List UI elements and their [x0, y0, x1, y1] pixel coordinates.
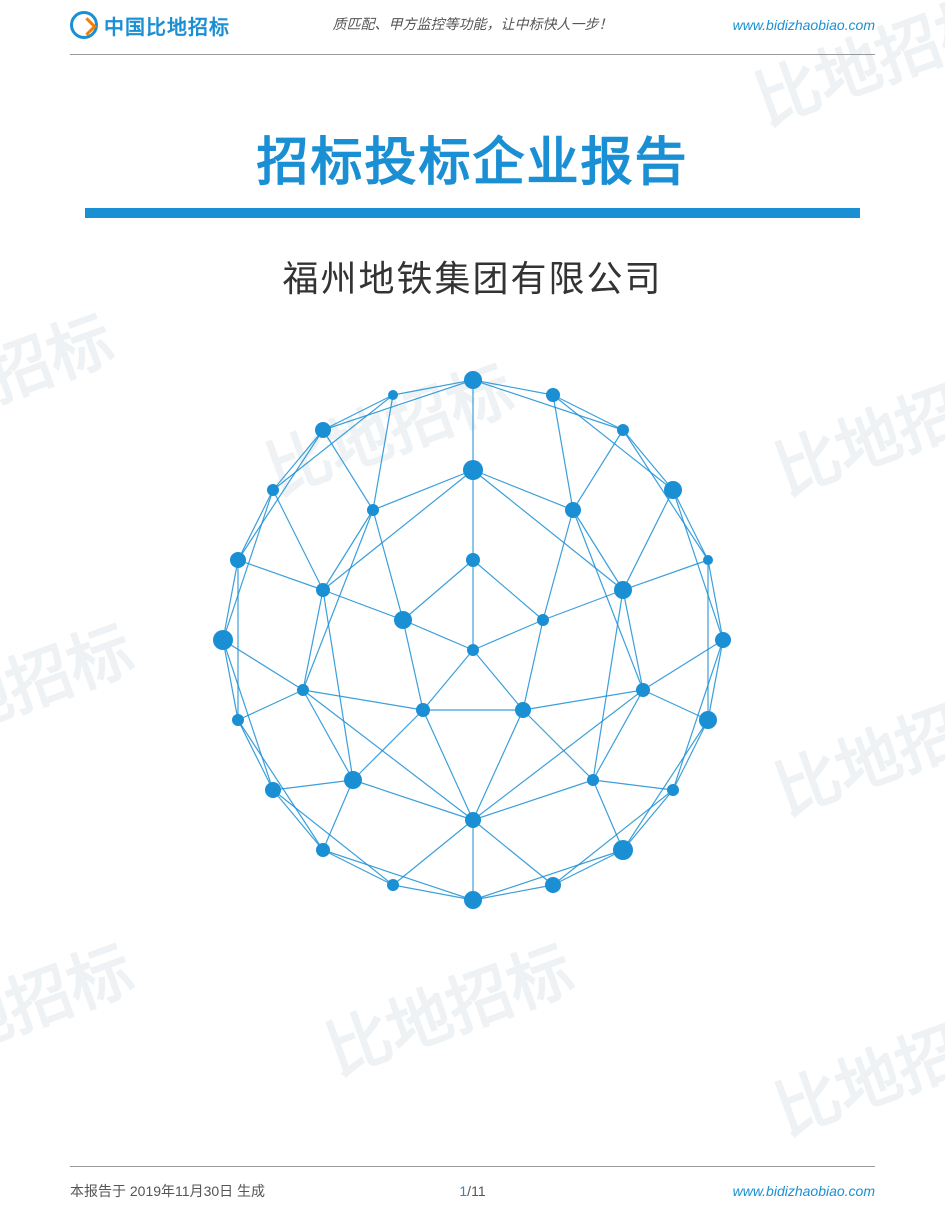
company-name: 福州地铁集团有限公司	[0, 250, 945, 302]
network-diagram	[193, 360, 753, 920]
watermark: 比地招标	[312, 919, 584, 1093]
watermark: 比地招标	[0, 919, 144, 1093]
header-tagline: 质匹配、甲方监控等功能，让中标快人一步！	[333, 15, 613, 36]
watermark: 比地招标	[761, 659, 945, 833]
gen-date: 2019年11月30日	[130, 1183, 233, 1199]
generation-date: 本报告于 2019年11月30日 生成	[70, 1181, 265, 1201]
page-footer: 本报告于 2019年11月30日 生成 1/11 www.bidizhaobia…	[70, 1181, 875, 1201]
watermark: 比地招标	[0, 289, 124, 463]
page-header: 中国比地招标 质匹配、甲方监控等功能，让中标快人一步！ www.bidizhao…	[0, 0, 945, 50]
gen-prefix: 本报告于	[70, 1183, 130, 1199]
logo-text: 中国比地招标	[104, 11, 230, 40]
gen-suffix: 生成	[233, 1183, 265, 1199]
watermark: 比地招标	[761, 339, 945, 513]
page-current: 1	[459, 1183, 467, 1199]
watermark: 比地招标	[0, 599, 144, 773]
logo-icon	[70, 11, 98, 39]
page-number: 1/11	[459, 1183, 485, 1199]
footer-divider	[70, 1166, 875, 1167]
page-total: 11	[471, 1183, 486, 1199]
title-underline	[85, 208, 860, 218]
site-logo: 中国比地招标	[70, 11, 230, 40]
footer-url: www.bidizhaobiao.com	[733, 1183, 875, 1199]
report-title: 招标投标企业报告	[0, 120, 945, 195]
watermark: 比地招标	[761, 979, 945, 1153]
header-divider	[70, 54, 875, 55]
header-url: www.bidizhaobiao.com	[733, 17, 875, 33]
